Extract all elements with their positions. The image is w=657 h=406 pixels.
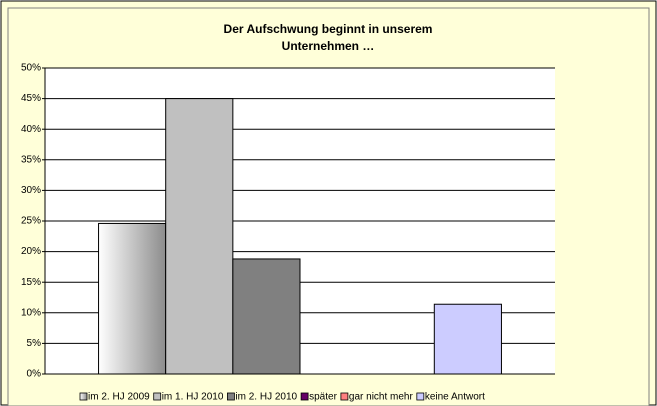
legend-label: gar nicht mehr bbox=[349, 392, 414, 403]
legend-label: keine Antwort bbox=[425, 392, 485, 403]
bar bbox=[433, 303, 502, 375]
legend-swatch bbox=[227, 392, 235, 401]
legend-label: im 1. HJ 2010 bbox=[162, 392, 224, 403]
legend-swatch bbox=[153, 392, 162, 401]
legend-label: im 2. HJ 2010 bbox=[235, 392, 297, 403]
y-tick-label: 45% bbox=[21, 93, 41, 104]
bar bbox=[165, 98, 234, 375]
legend-swatch bbox=[416, 392, 425, 401]
bar bbox=[98, 222, 167, 375]
legend-label: später bbox=[309, 392, 337, 403]
y-tick-label: 15% bbox=[21, 277, 41, 288]
y-tick-label: 30% bbox=[21, 185, 41, 196]
y-tick-label: 50% bbox=[21, 63, 41, 74]
legend-swatch bbox=[300, 392, 309, 401]
legend-swatch bbox=[79, 392, 88, 401]
chart-title: Unternehmen … bbox=[282, 39, 375, 53]
y-tick-label: 0% bbox=[27, 369, 42, 380]
y-tick-label: 10% bbox=[21, 307, 41, 318]
bar bbox=[232, 258, 301, 375]
y-tick-label: 40% bbox=[21, 124, 41, 135]
y-tick-label: 20% bbox=[21, 246, 41, 257]
chart-title: Der Aufschwung beginnt in unserem bbox=[224, 22, 433, 36]
y-tick-label: 5% bbox=[27, 338, 42, 349]
legend-swatch bbox=[340, 392, 349, 401]
y-tick-label: 35% bbox=[21, 154, 41, 165]
y-tick-label: 25% bbox=[21, 216, 41, 227]
legend-label: im 2. HJ 2009 bbox=[88, 392, 150, 403]
